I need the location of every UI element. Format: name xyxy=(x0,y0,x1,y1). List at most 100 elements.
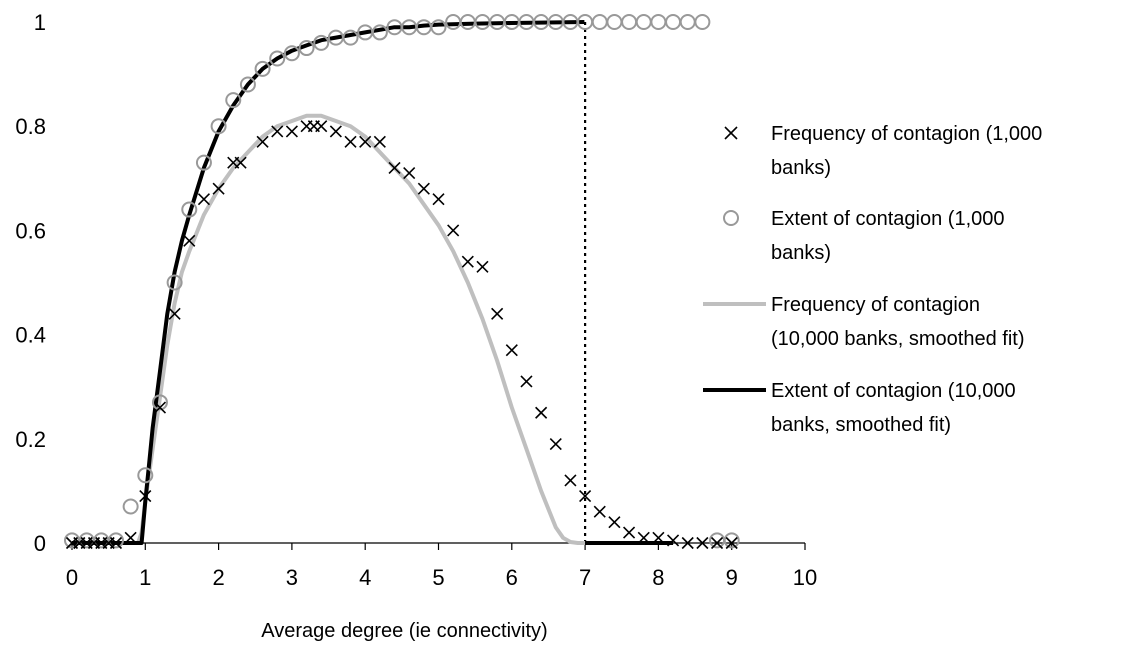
x-marker-stroke xyxy=(344,135,357,148)
data-point-extent-1000 xyxy=(606,14,623,30)
data-point-frequency-1000 xyxy=(520,375,533,388)
data-point-frequency-1000 xyxy=(623,526,636,539)
legend-label: Extent of contagion (10,000 xyxy=(771,380,1016,402)
legend-label: Frequency of contagion (1,000 xyxy=(771,123,1042,145)
x-marker-stroke xyxy=(285,125,298,138)
legend-label: banks, smoothed fit) xyxy=(771,414,951,436)
data-point-extent-1000 xyxy=(562,14,579,30)
legend-label: (10,000 banks, smoothed fit) xyxy=(771,328,1024,350)
axes: 0 1 2 3 4 5 6 7 8 9 10 0 0.2 0.4 0.6 0.8 1 xyxy=(15,10,817,590)
x-marker-stroke xyxy=(549,437,562,451)
x-tick-label: 4 xyxy=(359,565,371,590)
legend-label: banks) xyxy=(771,157,831,179)
data-point-frequency-1000 xyxy=(212,182,225,195)
x-marker-stroke xyxy=(505,344,518,357)
x-marker-stroke xyxy=(373,135,386,148)
data-point-frequency-1000 xyxy=(447,224,460,237)
x-marker-stroke xyxy=(329,125,342,138)
series-layer xyxy=(64,14,740,550)
x-marker-stroke xyxy=(183,234,196,247)
x-marker-stroke xyxy=(388,161,401,174)
data-point-extent-1000 xyxy=(635,14,652,30)
x-marker-stroke xyxy=(725,536,738,550)
x-tick-label: 1 xyxy=(139,565,151,590)
x-marker-stroke xyxy=(256,135,269,148)
x-marker-stroke xyxy=(403,167,416,180)
data-point-extent-1000 xyxy=(709,532,726,549)
x-axis-label: Average degree (ie connectivity) xyxy=(261,620,547,642)
x-tick-label: 7 xyxy=(579,565,591,590)
x-marker-stroke xyxy=(476,260,489,273)
data-point-extent-1000 xyxy=(679,14,696,30)
data-point-extent-1000 xyxy=(313,34,330,51)
data-point-frequency-1000 xyxy=(666,534,680,547)
x-marker-stroke xyxy=(168,307,181,320)
data-point-frequency-1000 xyxy=(359,135,372,148)
data-point-frequency-1000 xyxy=(710,536,724,550)
data-point-extent-1000 xyxy=(694,14,711,30)
data-point-extent-1000 xyxy=(342,29,359,46)
data-point-extent-1000 xyxy=(503,14,520,30)
data-point-frequency-1000 xyxy=(696,536,709,550)
x-marker-stroke xyxy=(535,406,548,419)
data-point-extent-1000 xyxy=(225,92,242,109)
x-marker-stroke xyxy=(234,156,247,169)
data-point-extent-1000 xyxy=(445,14,462,30)
x-tick-label: 0 xyxy=(66,565,78,590)
x-tick-label: 10 xyxy=(793,565,817,590)
data-point-extent-1000 xyxy=(371,24,388,41)
series-extent-10000-line xyxy=(72,20,585,545)
data-point-extent-1000 xyxy=(621,14,638,30)
x-marker-stroke xyxy=(139,490,152,503)
data-point-extent-1000 xyxy=(489,14,506,30)
x-marker-stroke xyxy=(652,531,665,544)
data-point-extent-1000 xyxy=(430,19,447,36)
data-point-frequency-1000 xyxy=(725,536,738,550)
data-point-frequency-1000 xyxy=(124,531,137,544)
data-point-frequency-1000 xyxy=(329,125,342,138)
data-point-frequency-1000 xyxy=(183,234,196,247)
x-marker-stroke xyxy=(666,534,680,547)
data-point-frequency-1000 xyxy=(432,193,445,206)
x-tick-label: 5 xyxy=(432,565,444,590)
data-point-frequency-1000 xyxy=(168,307,181,320)
data-point-frequency-1000 xyxy=(564,474,577,487)
data-point-extent-1000 xyxy=(122,498,139,515)
data-point-extent-1000 xyxy=(665,14,682,30)
x-marker-stroke xyxy=(520,375,533,388)
data-point-extent-1000 xyxy=(137,467,154,484)
data-point-frequency-1000 xyxy=(388,161,401,174)
legend-label: Frequency of contagion xyxy=(771,294,980,316)
x-tick-label: 3 xyxy=(286,565,298,590)
data-point-extent-1000 xyxy=(533,14,550,30)
x-marker-stroke xyxy=(212,182,225,195)
data-point-frequency-1000 xyxy=(285,125,298,138)
data-point-frequency-1000 xyxy=(579,490,592,503)
data-point-extent-1000 xyxy=(577,14,594,30)
x-marker-stroke xyxy=(681,536,694,550)
y-tick-label: 0.6 xyxy=(15,218,46,243)
data-point-extent-1000 xyxy=(107,532,124,549)
y-tick-label: 0.4 xyxy=(15,323,46,348)
x-marker-stroke xyxy=(109,536,123,550)
data-point-frequency-1000 xyxy=(403,167,416,180)
data-point-extent-1000 xyxy=(195,154,212,171)
data-point-frequency-1000 xyxy=(109,536,123,550)
data-point-frequency-1000 xyxy=(593,505,606,518)
x-marker-stroke xyxy=(491,307,504,320)
data-point-frequency-1000 xyxy=(535,406,548,419)
data-point-extent-1000 xyxy=(723,532,740,549)
data-point-frequency-1000 xyxy=(197,193,211,206)
y-tick-label: 0.2 xyxy=(15,427,46,452)
data-point-extent-1000 xyxy=(298,40,315,57)
data-point-extent-1000 xyxy=(547,14,564,30)
data-point-frequency-1000 xyxy=(637,531,650,544)
data-point-frequency-1000 xyxy=(373,135,386,148)
y-tick-label: 0 xyxy=(34,531,46,556)
data-point-extent-1000 xyxy=(650,14,667,30)
data-point-frequency-1000 xyxy=(344,135,357,148)
series-frequency-10000-line xyxy=(72,113,586,545)
x-marker-stroke xyxy=(461,255,474,268)
x-marker-stroke xyxy=(124,531,137,544)
